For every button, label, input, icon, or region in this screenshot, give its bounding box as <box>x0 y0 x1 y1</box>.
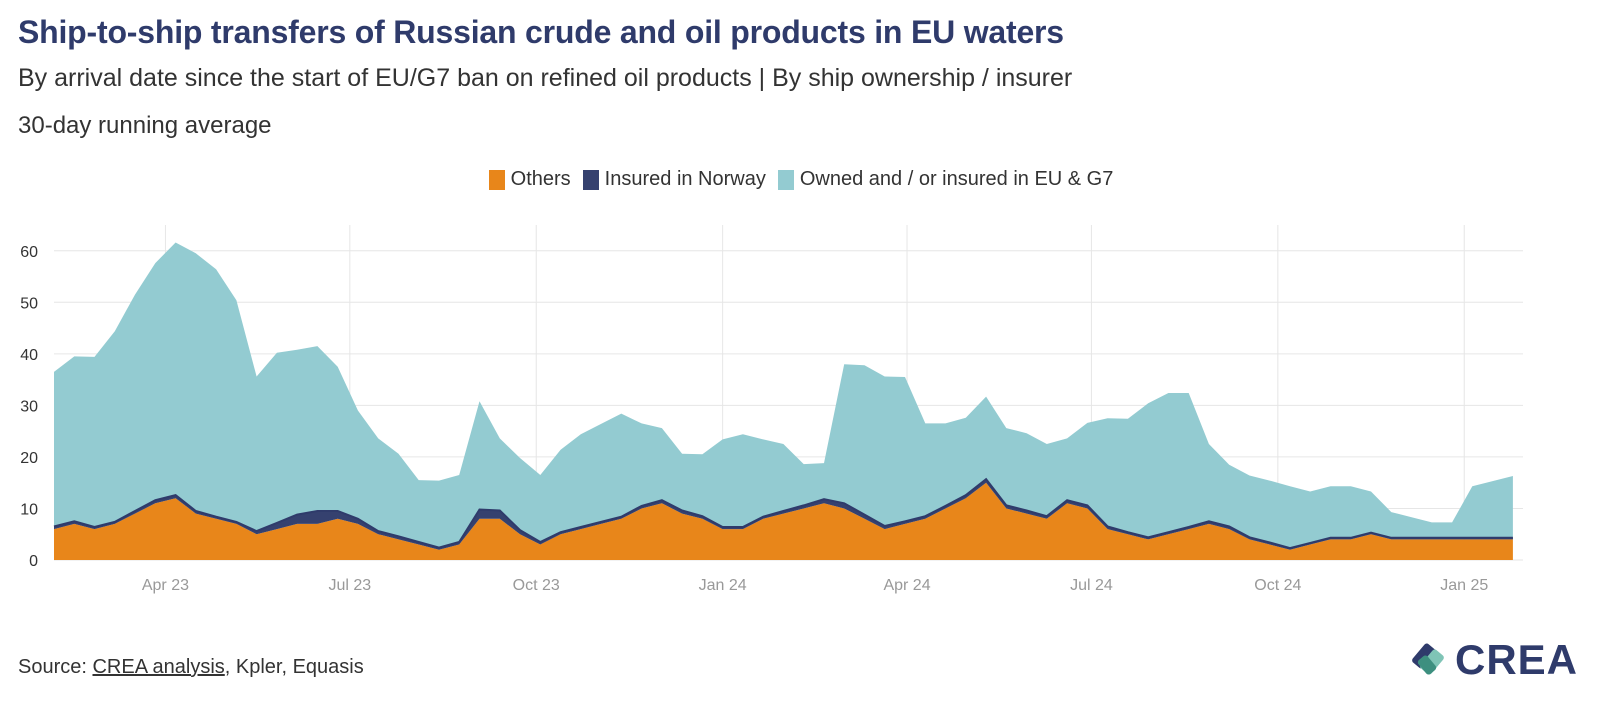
source-footer: Source: CREA analysis, Kpler, Equasis <box>18 656 364 679</box>
chart-subtitle: By arrival date since the start of EU/G7… <box>18 64 1073 92</box>
legend-item-others[interactable]: Others <box>488 168 571 191</box>
source-prefix: Source: <box>18 656 93 678</box>
y-tick-label: 60 <box>20 244 38 261</box>
legend-label-norway: Insured in Norway <box>604 168 766 190</box>
legend-item-norway[interactable]: Insured in Norway <box>582 168 766 191</box>
legend-label-eu-g7: Owned and / or insured in EU & G7 <box>799 168 1114 190</box>
y-tick-label: 40 <box>20 347 38 364</box>
x-tick-label: Oct 23 <box>513 577 560 594</box>
legend-label-others: Others <box>510 168 571 190</box>
area-chart: 0 10 20 30 40 50 60 Apr 23 Jul 23 Oct 23 Jan 24 Apr… <box>20 225 1523 594</box>
legend-swatch-eu-g7 <box>777 169 794 190</box>
y-tick-label: 20 <box>20 450 38 467</box>
x-tick-label: Jan 25 <box>1440 577 1488 594</box>
legend-swatch-norway <box>582 169 599 190</box>
crea-logo-text: CREA <box>1454 636 1578 683</box>
area-series-2 <box>54 242 1513 549</box>
y-tick-label: 0 <box>29 553 38 570</box>
y-tick-label: 50 <box>20 295 38 312</box>
x-tick-label: Apr 24 <box>883 577 930 594</box>
area-series-0 <box>54 482 1513 560</box>
y-tick-label: 10 <box>20 501 38 518</box>
chart-title: Ship-to-ship transfers of Russian crude … <box>18 14 1064 50</box>
norway-top-line <box>53 477 1513 550</box>
chart-note: 30-day running average <box>18 112 272 139</box>
x-tick-label: Jan 24 <box>699 577 747 594</box>
x-tick-label: Jul 24 <box>1070 577 1113 594</box>
crea-logo: CREA <box>1411 636 1578 684</box>
x-tick-label: Jul 23 <box>328 577 371 594</box>
y-tick-label: 30 <box>20 398 38 415</box>
source-rest: , Kpler, Equasis <box>224 656 364 678</box>
legend-swatch-others <box>488 169 505 190</box>
legend: Others Insured in Norway Owned and / or … <box>0 168 1600 191</box>
source-link[interactable]: CREA analysis <box>92 656 225 678</box>
x-tick-label: Apr 23 <box>142 577 189 594</box>
crea-logo-icon <box>1412 643 1444 675</box>
legend-item-eu-g7[interactable]: Owned and / or insured in EU & G7 <box>777 168 1114 191</box>
x-tick-label: Oct 24 <box>1254 577 1301 594</box>
